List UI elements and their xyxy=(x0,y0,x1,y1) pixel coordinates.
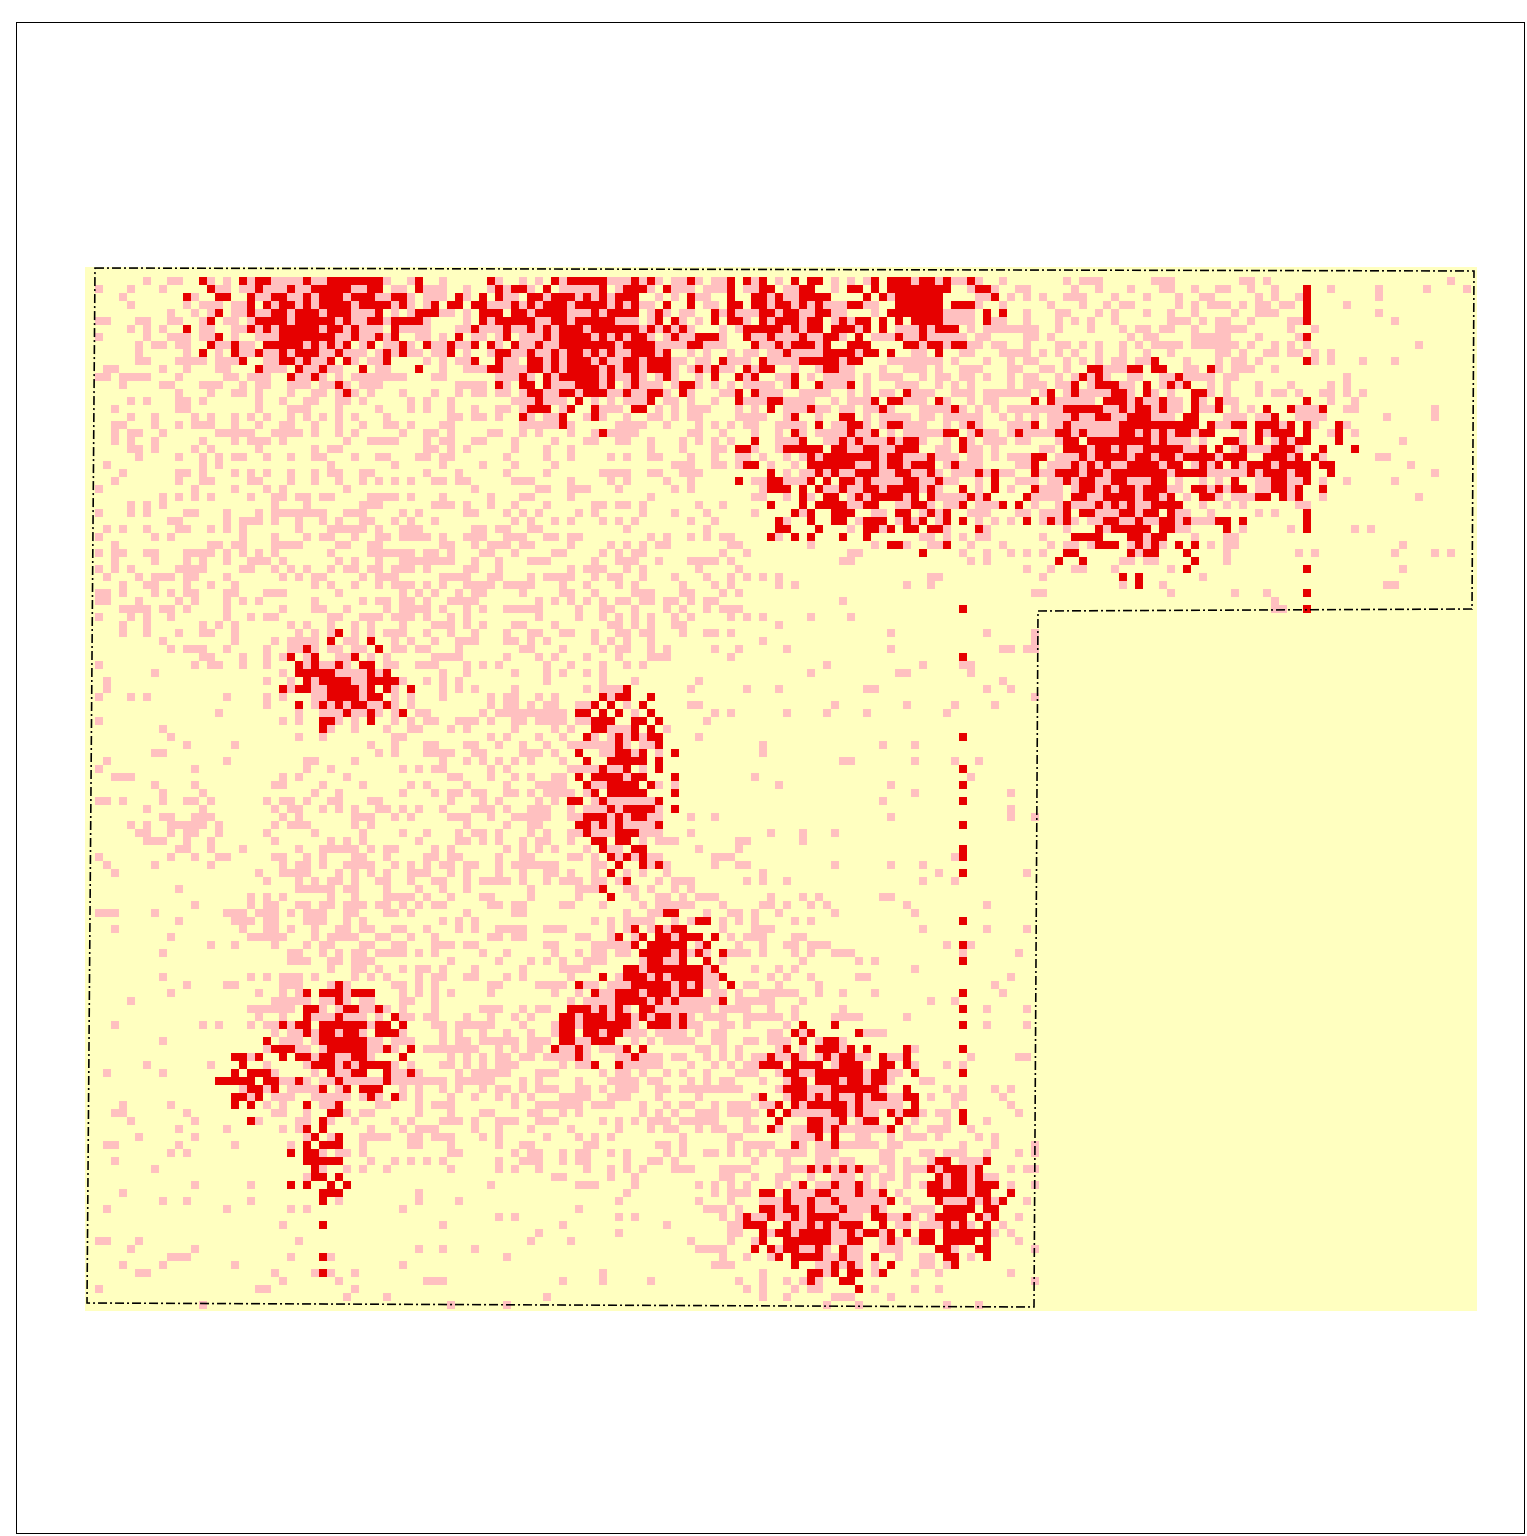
medium-density-cells xyxy=(95,277,1471,1309)
land-use-map xyxy=(85,267,1477,1311)
map-frame xyxy=(16,22,1525,1534)
study-area-boundary xyxy=(86,267,1475,1308)
high-density-cells xyxy=(183,277,1359,1293)
